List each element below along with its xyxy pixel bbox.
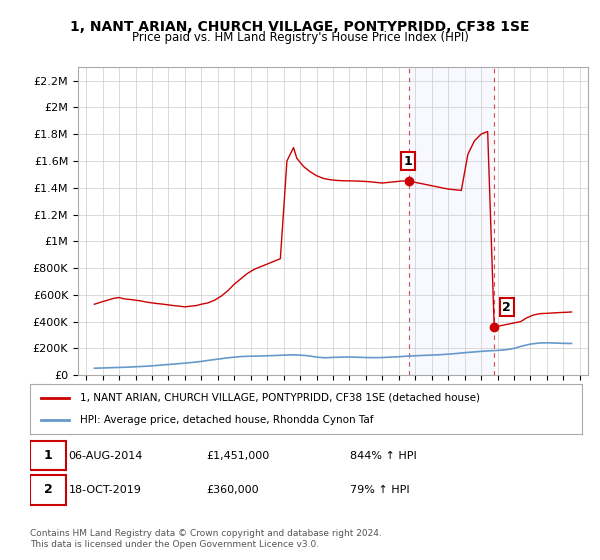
Text: 1: 1 — [404, 155, 412, 168]
Text: £1,451,000: £1,451,000 — [206, 451, 270, 461]
Text: 2: 2 — [502, 301, 511, 314]
Text: HPI: Average price, detached house, Rhondda Cynon Taf: HPI: Average price, detached house, Rhon… — [80, 415, 373, 425]
Text: 06-AUG-2014: 06-AUG-2014 — [68, 451, 143, 461]
Text: 844% ↑ HPI: 844% ↑ HPI — [350, 451, 417, 461]
FancyBboxPatch shape — [30, 441, 66, 470]
Bar — [409, 67, 494, 375]
FancyBboxPatch shape — [30, 475, 66, 505]
Text: £360,000: £360,000 — [206, 485, 259, 495]
Text: 1: 1 — [44, 449, 53, 462]
Text: 2: 2 — [44, 483, 53, 497]
Text: 1, NANT ARIAN, CHURCH VILLAGE, PONTYPRIDD, CF38 1SE: 1, NANT ARIAN, CHURCH VILLAGE, PONTYPRID… — [70, 20, 530, 34]
Text: 79% ↑ HPI: 79% ↑ HPI — [350, 485, 410, 495]
Text: 1, NANT ARIAN, CHURCH VILLAGE, PONTYPRIDD, CF38 1SE (detached house): 1, NANT ARIAN, CHURCH VILLAGE, PONTYPRID… — [80, 393, 479, 403]
Text: 18-OCT-2019: 18-OCT-2019 — [68, 485, 142, 495]
Text: Contains HM Land Registry data © Crown copyright and database right 2024.
This d: Contains HM Land Registry data © Crown c… — [30, 529, 382, 549]
Text: Price paid vs. HM Land Registry's House Price Index (HPI): Price paid vs. HM Land Registry's House … — [131, 31, 469, 44]
